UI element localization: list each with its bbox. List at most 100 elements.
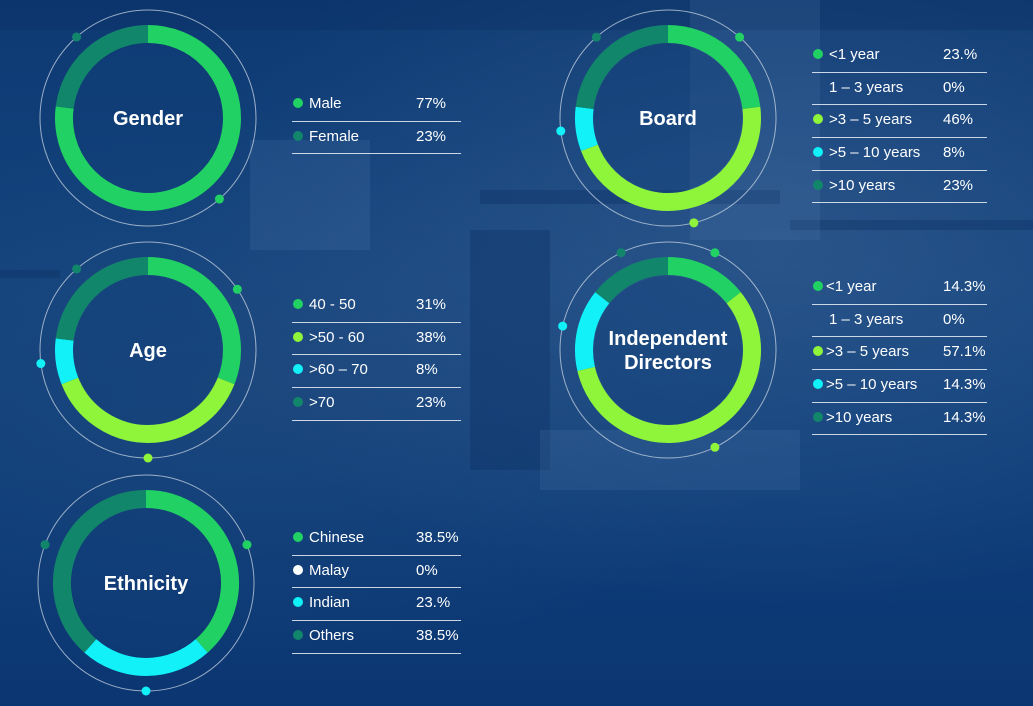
legend-value: 77% bbox=[416, 95, 447, 112]
legend-row-40-50: 40 - 50 31% bbox=[292, 290, 461, 323]
slice-marker-dot bbox=[141, 686, 151, 696]
legend-row-under-1-year: <1 year 23.% bbox=[812, 40, 987, 73]
legend-row-others: Others 38.5% bbox=[292, 621, 461, 654]
donut-slice bbox=[575, 292, 610, 371]
legend-value: 0% bbox=[943, 310, 965, 328]
donut-slice bbox=[147, 257, 241, 385]
legend-value: 23.% bbox=[416, 594, 451, 612]
outer-ring bbox=[559, 9, 777, 227]
slice-marker-dot bbox=[710, 442, 720, 452]
legend-label: Malay bbox=[309, 561, 350, 579]
slice-marker-dot bbox=[591, 32, 601, 42]
legend-label: >10 years bbox=[826, 408, 893, 426]
slice-marker-dot bbox=[558, 321, 568, 331]
legend-value: 38.5% bbox=[416, 627, 459, 645]
legend-row-3-5-years: >3 – 5 years 46% bbox=[812, 105, 987, 139]
legend-value: 8% bbox=[943, 144, 965, 162]
legend-dot bbox=[293, 532, 303, 542]
legend-row-chinese: Chinese 38.5% bbox=[292, 523, 461, 556]
donut-hole bbox=[72, 509, 220, 657]
slice-marker-dot bbox=[616, 248, 626, 258]
legend-label: >60 – 70 bbox=[309, 361, 368, 379]
donut-slice bbox=[667, 25, 761, 110]
donut-hole bbox=[74, 276, 222, 424]
legend-dot bbox=[813, 346, 823, 357]
chart-title: Board bbox=[639, 108, 697, 130]
chart-title: Ethnicity bbox=[104, 573, 189, 595]
legend-dot bbox=[813, 179, 823, 190]
slice-marker-dot bbox=[143, 453, 153, 463]
legend-row-over-10-years: >10 years 14.3% bbox=[812, 403, 987, 436]
chart-title: Age bbox=[129, 340, 167, 362]
legend-label: >70 bbox=[309, 394, 335, 412]
donut-slice bbox=[581, 106, 761, 211]
legend-value: 46% bbox=[943, 111, 974, 129]
legend-dot bbox=[813, 379, 823, 390]
legend-value: 0% bbox=[943, 78, 965, 96]
donut-slice bbox=[55, 25, 241, 211]
slice-marker-dot bbox=[36, 359, 46, 369]
donut-slice bbox=[61, 377, 235, 443]
legend-dot bbox=[813, 114, 823, 125]
gender-legend: Male 77% Female 23% bbox=[292, 89, 461, 155]
outer-ring bbox=[39, 9, 257, 227]
legend-row-over-10-years: >10 years 23% bbox=[812, 171, 987, 204]
legend-dot bbox=[813, 147, 823, 158]
legend-label: Indian bbox=[309, 594, 350, 612]
legend-row-over-70: >70 23% bbox=[292, 388, 461, 421]
legend-row-male: Male 77% bbox=[292, 89, 461, 122]
legend-row-50-60: >50 - 60 38% bbox=[292, 323, 461, 356]
donut-slice bbox=[55, 338, 79, 385]
legend-dot bbox=[293, 564, 303, 575]
legend-row-1-3-years: 1 – 3 years 0% bbox=[812, 73, 987, 106]
legend-label: >10 years bbox=[829, 176, 896, 194]
legend-value: 23% bbox=[943, 176, 974, 194]
donut-slice bbox=[575, 25, 669, 110]
legend-row-female: Female 23% bbox=[292, 122, 461, 155]
donut-slice bbox=[575, 106, 598, 151]
legend-value: 38.5% bbox=[416, 529, 459, 546]
donut-hole bbox=[594, 276, 742, 424]
legend-dot bbox=[293, 397, 303, 408]
slice-marker-dot bbox=[710, 248, 720, 258]
legend-label: >50 - 60 bbox=[309, 328, 365, 346]
slice-marker-dot bbox=[735, 32, 745, 42]
legend-label: >5 – 10 years bbox=[826, 376, 918, 394]
legend-label: 1 – 3 years bbox=[829, 310, 904, 328]
age-legend: 40 - 50 31% >50 - 60 38% >60 – 70 8% >70… bbox=[292, 290, 461, 421]
legend-label: <1 year bbox=[829, 46, 880, 63]
legend-label: Chinese bbox=[309, 529, 365, 546]
donut-hole bbox=[74, 44, 222, 192]
legend-label: Female bbox=[309, 127, 360, 145]
slice-marker-dot bbox=[214, 194, 224, 204]
legend-label: Others bbox=[309, 627, 355, 645]
legend-dot bbox=[813, 49, 823, 59]
legend-value: 0% bbox=[416, 561, 438, 579]
legend-value: 57.1% bbox=[943, 343, 986, 361]
legend-dot bbox=[293, 331, 303, 342]
legend-row-1-3-years: 1 – 3 years 0% bbox=[812, 305, 987, 338]
slice-marker-dot bbox=[232, 284, 242, 294]
slice-marker-dot bbox=[72, 264, 82, 274]
slice-marker-dot bbox=[72, 32, 82, 42]
donut-slice bbox=[577, 292, 761, 443]
legend-value: 23% bbox=[416, 394, 447, 412]
legend-row-3-5-years: >3 – 5 years 57.1% bbox=[812, 337, 987, 371]
chart-title: Directors bbox=[624, 352, 712, 374]
independent-directors-legend: <1 year 14.3% 1 – 3 years 0% >3 – 5 year… bbox=[812, 272, 987, 436]
legend-row-malay: Malay 0% bbox=[292, 556, 461, 589]
legend-label: Male bbox=[309, 95, 342, 112]
slice-marker-dot bbox=[242, 540, 252, 550]
board-legend: <1 year 23.% 1 – 3 years 0% >3 – 5 years… bbox=[812, 40, 987, 204]
legend-row-indian: Indian 23.% bbox=[292, 588, 461, 622]
legend-value: 14.3% bbox=[943, 408, 986, 426]
slice-marker-dot bbox=[40, 540, 50, 550]
legend-row-under-1-year: <1 year 14.3% bbox=[812, 272, 987, 305]
legend-dot bbox=[813, 281, 823, 291]
legend-label: 40 - 50 bbox=[309, 296, 356, 313]
